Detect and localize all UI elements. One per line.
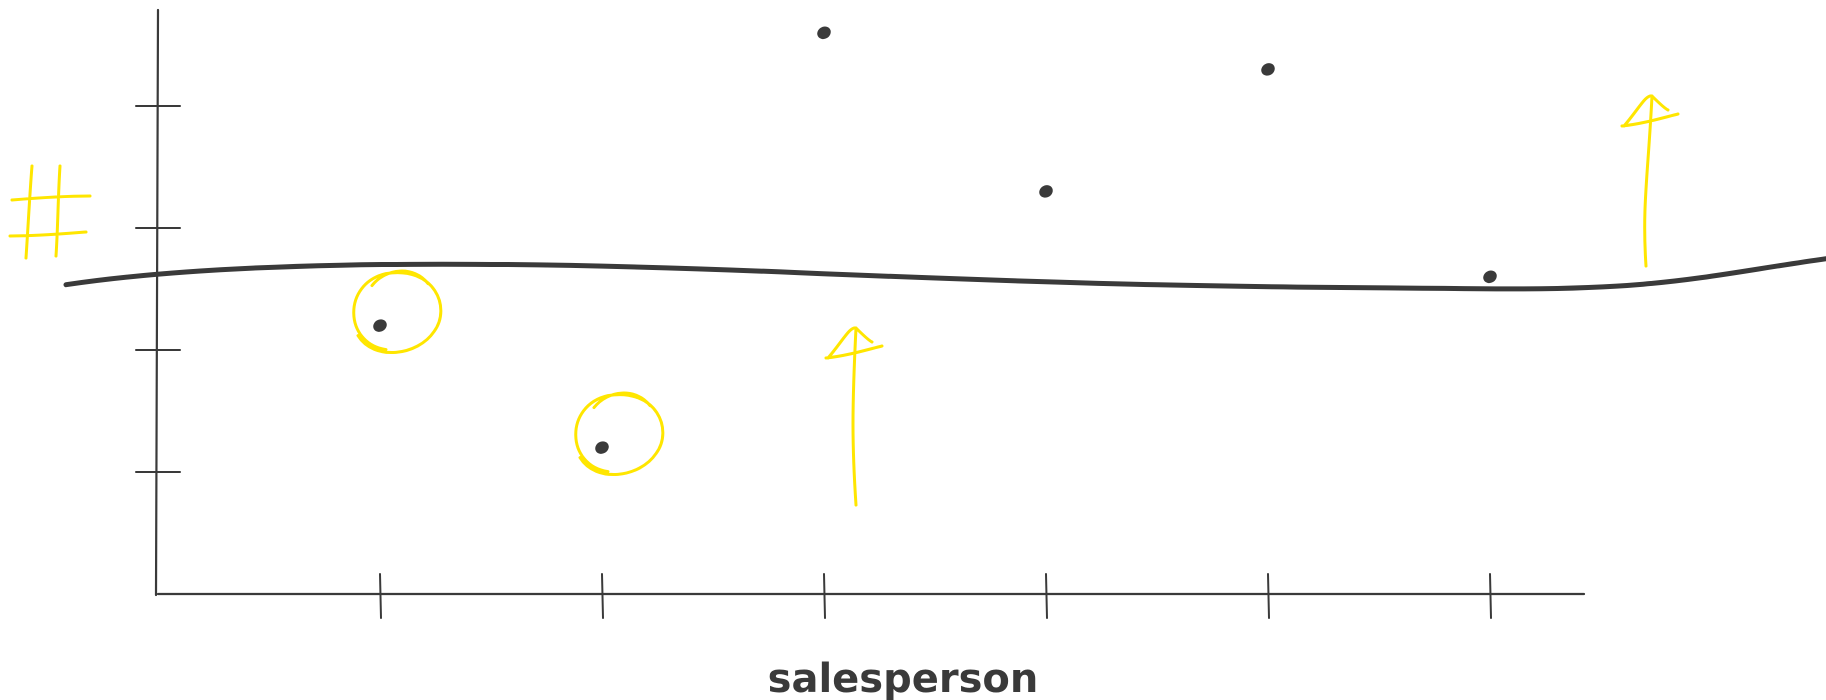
x-tick [1045,573,1048,619]
x-ticks [379,573,1492,619]
average-line [63,256,1826,292]
highlight-circle [574,391,665,477]
highlight-circle [352,269,443,355]
data-point [817,26,831,40]
x-axis-title: salesperson [768,656,1039,700]
x-tick [379,573,382,619]
x-tick [601,573,604,619]
annotations [352,94,1680,507]
x-tick [823,573,826,619]
x-tick [1489,573,1492,619]
data-point [1261,63,1275,76]
data-point [373,319,387,332]
arrow-up-mark [1620,94,1680,268]
data-point [1039,185,1053,198]
data-point [1483,270,1497,284]
axes [154,8,1586,597]
y-axis-label-hash [8,164,92,260]
y-axis-label-mark [8,164,92,260]
data-points [373,26,1497,454]
data-point [595,441,609,454]
average-line-group [63,256,1826,292]
arrow-up-mark [824,326,884,507]
y-axis [154,8,160,597]
x-tick [1267,573,1270,619]
y-ticks [135,105,181,473]
